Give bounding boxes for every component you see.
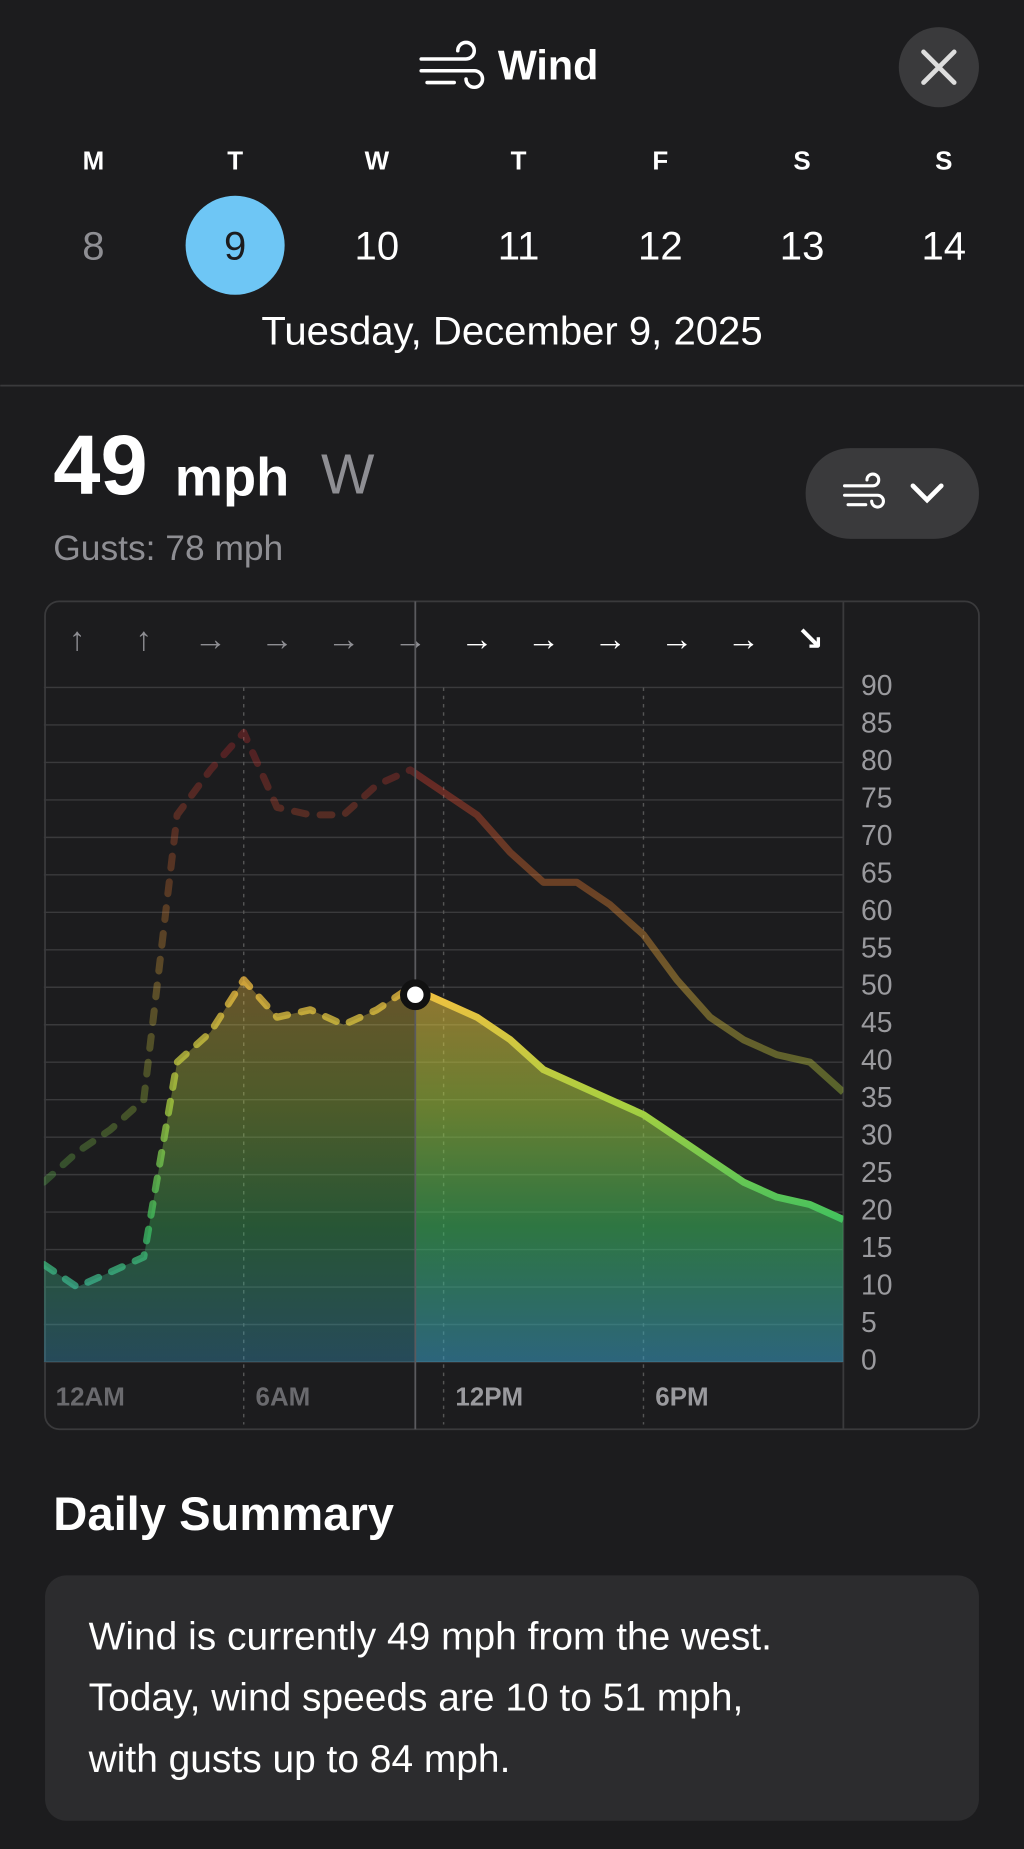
- summary-heading: Daily Summary: [53, 1487, 394, 1540]
- close-button[interactable]: [898, 27, 979, 108]
- selected-date: Tuesday, December 9, 2025: [261, 309, 762, 353]
- day-letter: T: [227, 148, 243, 176]
- direction-arrow: →: [460, 620, 493, 657]
- y-tick-label: 10: [861, 1269, 892, 1301]
- summary-card: [45, 1575, 979, 1821]
- y-tick-label: 0: [861, 1343, 877, 1375]
- y-tick-label: 45: [861, 1006, 892, 1038]
- x-tick-label: 12PM: [455, 1383, 523, 1411]
- x-tick-label: 12AM: [56, 1383, 125, 1411]
- day-number[interactable]: 9: [224, 224, 246, 268]
- day-number[interactable]: 11: [498, 224, 540, 268]
- title: Wind: [498, 42, 598, 88]
- direction-arrow: →: [660, 620, 693, 657]
- direction-arrow: ↑: [136, 620, 153, 657]
- y-tick-label: 60: [861, 894, 892, 926]
- direction-arrow: →: [194, 620, 227, 657]
- now-dot: [399, 979, 431, 1011]
- chart-frame: [44, 600, 980, 1431]
- day-number[interactable]: 12: [638, 224, 683, 268]
- direction-arrow: →: [327, 620, 360, 657]
- summary-text: Today, wind speeds are 10 to 51 mph,: [89, 1677, 744, 1720]
- summary-text: with gusts up to 84 mph.: [88, 1738, 511, 1781]
- direction-arrow: →: [394, 620, 427, 657]
- summary-text: Wind is currently 49 mph from the west.: [89, 1615, 772, 1658]
- day-number[interactable]: 14: [922, 224, 967, 268]
- speed-unit: mph: [175, 447, 289, 507]
- gusts: Gusts: 78 mph: [53, 529, 283, 568]
- y-tick-label: 40: [861, 1044, 892, 1076]
- gust-line: [415, 769, 844, 1095]
- wind-area: [415, 989, 844, 1362]
- y-tick-label: 30: [861, 1119, 892, 1151]
- direction-arrow: ↑: [69, 620, 86, 657]
- y-tick-label: 50: [861, 969, 892, 1001]
- y-tick-label: 20: [861, 1194, 892, 1226]
- day-letter: S: [793, 148, 810, 176]
- x-tick-label: 6PM: [655, 1383, 708, 1411]
- y-tick-label: 25: [861, 1156, 892, 1188]
- gust-line: [43, 728, 416, 1186]
- wind-line: [43, 976, 416, 1291]
- wind-line: [415, 985, 844, 1223]
- y-tick-label: 70: [861, 819, 892, 851]
- y-tick-label: 80: [861, 744, 892, 776]
- y-tick-label: 90: [861, 669, 892, 701]
- direction-arrow: →: [594, 620, 627, 657]
- day-letter: W: [365, 148, 390, 176]
- x-tick-label: 6AM: [256, 1383, 311, 1411]
- y-tick-label: 75: [861, 781, 892, 813]
- day-letter: F: [652, 148, 668, 176]
- y-tick-label: 35: [861, 1081, 892, 1113]
- y-tick-label: 15: [861, 1231, 892, 1263]
- y-tick-label: 55: [861, 931, 892, 963]
- selected-day: [185, 195, 285, 295]
- direction-arrow: ↘: [796, 620, 824, 657]
- day-letter: T: [511, 148, 527, 176]
- day-number[interactable]: 10: [355, 224, 400, 268]
- direction: W: [321, 443, 375, 506]
- y-tick-label: 5: [861, 1306, 877, 1338]
- y-tick-label: 85: [861, 706, 892, 738]
- direction-arrow: →: [527, 620, 560, 657]
- current-speed: 49: [53, 417, 147, 512]
- day-letter: S: [935, 148, 952, 176]
- day-number[interactable]: 8: [82, 224, 104, 268]
- y-tick-label: 65: [861, 856, 892, 888]
- day-letter: M: [83, 148, 105, 176]
- wind-area: [43, 979, 416, 1362]
- direction-arrow: →: [727, 620, 760, 657]
- day-number[interactable]: 13: [780, 224, 825, 268]
- direction-arrow: →: [261, 620, 294, 657]
- metric-menu[interactable]: [805, 448, 979, 539]
- wind-icon: [419, 40, 485, 89]
